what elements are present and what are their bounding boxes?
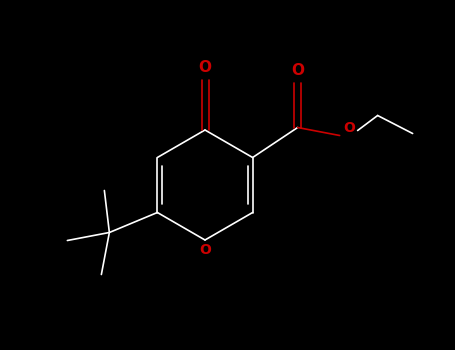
Text: O: O	[199, 243, 211, 257]
Text: O: O	[291, 63, 304, 78]
Text: O: O	[344, 120, 355, 134]
Text: O: O	[198, 61, 212, 76]
